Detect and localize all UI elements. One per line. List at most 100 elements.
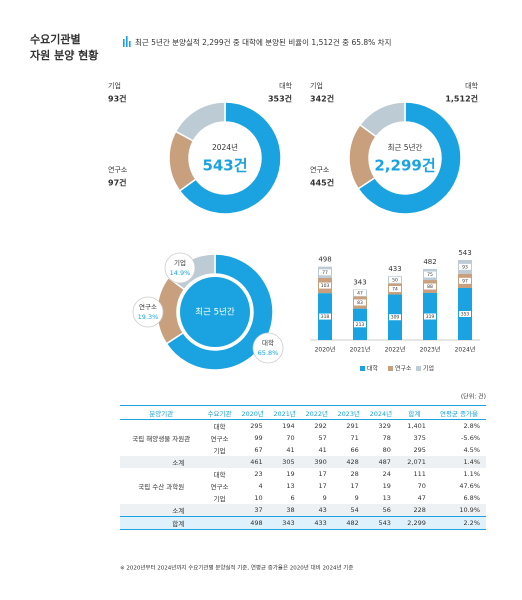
- table-cell: 9: [322, 494, 327, 502]
- table-row: 기업 10 6 9 9 13 47 6.8%: [120, 492, 486, 504]
- callout-bubble: [252, 332, 284, 364]
- segment-label-bg: [389, 276, 401, 283]
- segment-label: 47: [357, 290, 363, 296]
- table-cell: 291: [346, 422, 359, 430]
- table-cell: 1.1%: [463, 470, 480, 478]
- segment-label-bg: [319, 269, 331, 276]
- segment-label: 93: [462, 264, 468, 270]
- table-cell: 소계: [120, 456, 237, 468]
- table-cell: 23: [254, 470, 263, 478]
- table-cell: 국립 해양생물 자원관: [132, 435, 191, 443]
- legend-swatch: [388, 366, 393, 371]
- legend-swatch: [360, 366, 365, 371]
- callout-bubble: [164, 252, 196, 284]
- legend-swatch: [416, 366, 421, 371]
- segment-label-bg: [459, 263, 471, 270]
- table-row: 기업 67 41 41 66 80 295 4.5%: [120, 444, 486, 456]
- total-label: 498: [318, 256, 331, 264]
- table-cell: 1.4%: [431, 456, 486, 468]
- table-cell: 292: [314, 422, 327, 430]
- table-cell: 56: [364, 504, 397, 517]
- segment-label: 213: [356, 322, 365, 328]
- x-tick-label: 2020년: [315, 346, 336, 354]
- table-cell: 분양기관: [120, 405, 203, 420]
- table-row: 분양기관 수요기관 2020년 2021년 2022년 2023년 2024년 합계 연평균 증…: [120, 405, 486, 420]
- table-cell: 111: [413, 470, 426, 478]
- table-cell: 70: [417, 482, 426, 490]
- donut-center: [192, 125, 258, 191]
- table-cell: 4.5%: [463, 446, 480, 454]
- table-cell: 67: [254, 446, 263, 454]
- slice-name: 연구소: [139, 303, 157, 311]
- segment-label-bg: [424, 283, 436, 290]
- table-cell: 28: [350, 470, 359, 478]
- table-cell: 17: [350, 482, 359, 490]
- x-tick-label: 2021년: [350, 346, 371, 354]
- table-cell: 78: [382, 434, 391, 442]
- table-row: 국립 해양생물 자원관 대학 295 194 292 291 329 1,401 2.8%: [120, 420, 486, 443]
- icon: [123, 39, 125, 47]
- segment-label-bg: [354, 289, 366, 296]
- legend-label: 기업: [423, 365, 434, 373]
- table-cell: 대학: [213, 471, 226, 479]
- table-cell: 13: [286, 482, 295, 490]
- segment-label-bg: [459, 277, 471, 284]
- table-cell: 6.8%: [463, 494, 480, 502]
- table-cell: 71: [350, 434, 359, 442]
- table-cell: 428: [332, 456, 365, 468]
- donut-slice: [357, 101, 462, 215]
- donut-center: [180, 277, 250, 347]
- unit: (단위: 건): [461, 393, 486, 401]
- segment-label-bg: [424, 271, 436, 278]
- table-cell: 99: [254, 434, 263, 442]
- footnote: ※ 2020년부터 2024년까지 수요기관별 분양실적 기준, 연평균 증가율…: [120, 564, 353, 572]
- total-label: 543: [458, 249, 471, 257]
- table-cell: 24: [382, 470, 391, 478]
- table-cell: 498: [236, 516, 269, 530]
- table-cell: 10: [254, 494, 263, 502]
- table-cell: 2.2%: [431, 516, 486, 530]
- table-cell: 6: [290, 494, 295, 502]
- table-cell: 연구소: [210, 483, 229, 491]
- slice-name: 대학: [465, 81, 478, 90]
- table-cell: 19: [286, 470, 295, 478]
- slice-value: 65.8%: [258, 349, 279, 357]
- segment-label: 318: [321, 314, 330, 320]
- segment-label-bg: [424, 313, 436, 320]
- table-cell: 2023년: [332, 405, 365, 420]
- table-cell: 2.8%: [463, 422, 480, 430]
- legend-label: 대학: [367, 365, 379, 373]
- table-cell: 1,401: [407, 422, 426, 430]
- table-cell: 47: [417, 494, 426, 502]
- table-cell: 375: [413, 434, 426, 442]
- table-row: 연구소 4 13 17 17 19 70 47.6%: [120, 480, 486, 492]
- table-cell: 17: [318, 470, 327, 478]
- table-cell: 2020년: [236, 405, 269, 420]
- slice-name: 기업: [108, 81, 121, 90]
- slice-name: 연구소: [310, 166, 330, 174]
- table-cell: 합계: [396, 405, 432, 420]
- slice-value: 353건: [268, 94, 292, 104]
- table-cell: 305: [268, 456, 301, 468]
- title: 수요기관별: [30, 32, 81, 46]
- data-table: 분양기관 수요기관 2020년 2021년 2022년 2023년 2024년 합계 연평균 증…: [120, 405, 486, 530]
- table-cell: 41: [318, 446, 327, 454]
- total-label: 343: [353, 278, 366, 286]
- center-value: 2,299건: [374, 157, 435, 175]
- x-tick-label: 2022년: [385, 346, 406, 354]
- slice-value: 97건: [108, 178, 127, 188]
- table-cell: 54: [332, 504, 365, 517]
- segment-label: 309: [391, 315, 400, 321]
- legend-label: 연구소: [395, 365, 412, 373]
- table-cell: 295: [250, 422, 263, 430]
- segment-label: 77: [322, 270, 328, 276]
- table-cell: 수요기관: [202, 405, 237, 420]
- table-row: 국립 수산 과학원 대학 23 19 17 28 24 111 1.1%: [120, 468, 486, 491]
- table-cell: 329: [378, 422, 391, 430]
- center-value: 543건: [202, 157, 247, 175]
- slice-value: 1,512건: [445, 94, 478, 104]
- table-cell: -5.6%: [461, 434, 480, 442]
- center-label: 최근 5년간: [388, 142, 423, 152]
- donut-slice: [165, 253, 274, 371]
